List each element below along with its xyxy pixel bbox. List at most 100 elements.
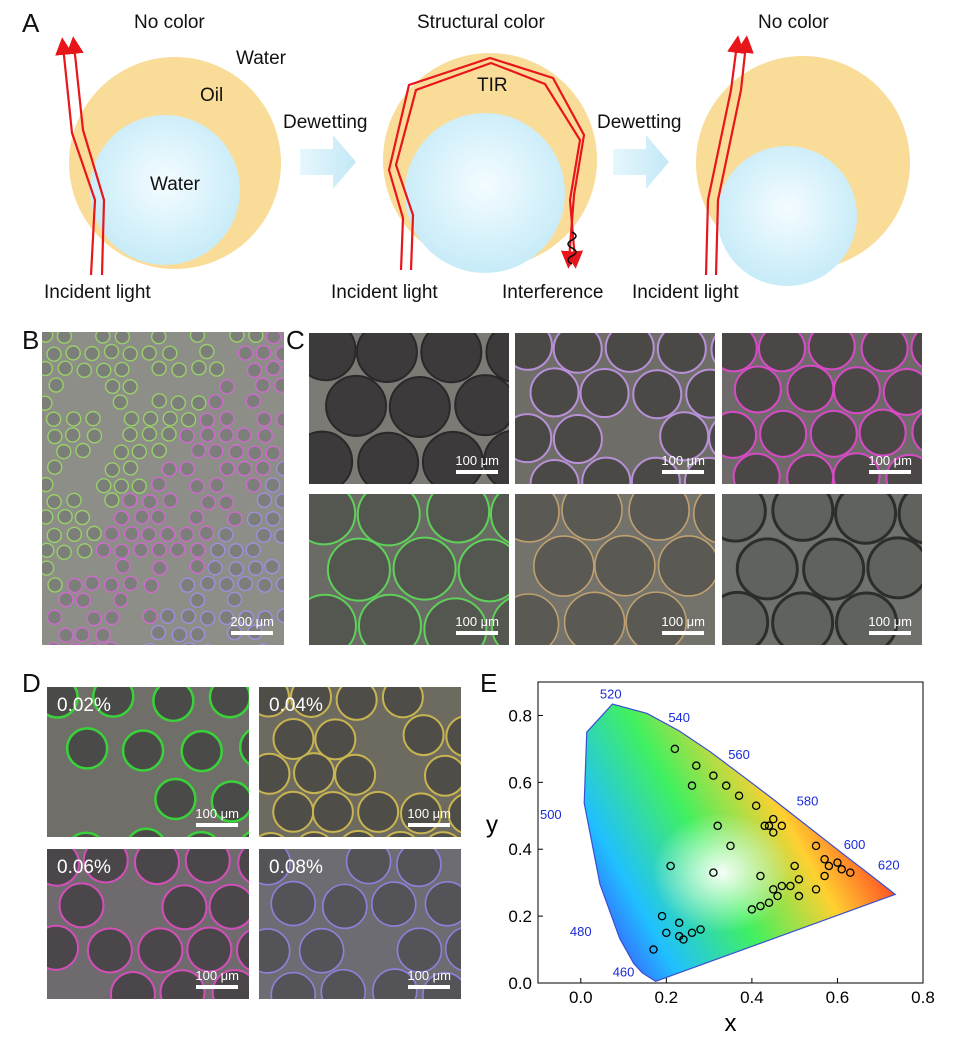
data-point <box>769 814 778 824</box>
data-point <box>734 791 744 800</box>
data-point <box>773 891 782 901</box>
water-core-left <box>90 115 240 265</box>
data-point <box>769 885 778 894</box>
a-right-title: No color <box>758 12 829 33</box>
data-point <box>687 928 697 938</box>
wavelength-label: 520 <box>600 687 622 702</box>
x-tick-label: 0.6 <box>826 988 850 1007</box>
panel-label-e: E <box>480 668 498 698</box>
a-middle-title: Structural color <box>417 12 545 33</box>
data-point <box>820 855 829 864</box>
data-point <box>769 828 778 837</box>
x-tick-label: 0.0 <box>569 988 593 1007</box>
data-point <box>764 821 774 831</box>
micrograph-c1: 100 μm <box>309 333 509 484</box>
data-point <box>674 918 684 928</box>
data-point <box>764 898 774 907</box>
wavelength-label: 540 <box>668 710 690 725</box>
a-left-oil: Oil <box>200 85 224 106</box>
a-middle-incident: Incident light <box>331 282 438 303</box>
micrograph-d1: 0.02% 100 μm <box>47 687 249 837</box>
panel-label-c: C <box>286 325 305 355</box>
data-point <box>790 861 799 871</box>
cie-chart: 0.0 0.2 0.4 0.6 0.8 0.0 0.2 0.4 0.6 0.8 x y 520 540 56… <box>486 681 935 1037</box>
wavelength-label: 560 <box>728 747 750 762</box>
a-right-incident: Incident light <box>632 282 739 303</box>
data-point <box>820 871 829 881</box>
y-axis-label: y <box>486 812 498 839</box>
data-point <box>657 911 667 921</box>
data-point <box>662 928 671 938</box>
x-tick-label: 0.8 <box>911 988 935 1007</box>
data-point <box>692 761 701 770</box>
a-left-water-outer: Water <box>236 48 286 69</box>
x-tick-label: 0.4 <box>740 988 764 1007</box>
micrograph-c2: 100 μm <box>515 333 715 484</box>
panel-label-d: D <box>22 668 41 698</box>
water-core-right <box>717 146 857 286</box>
micrograph-b: 200 μm <box>42 332 284 645</box>
data-point <box>709 771 718 780</box>
plot-frame <box>537 681 924 984</box>
data-point <box>756 901 765 911</box>
data-point <box>726 841 735 851</box>
a-arrow2-label: Dewetting <box>597 112 682 133</box>
micrograph-c5: 100 μm <box>515 494 715 645</box>
data-point <box>794 891 804 901</box>
x-axis-label: x <box>725 1010 737 1037</box>
micrograph-d4: 0.08% 100 μm <box>259 849 461 999</box>
data-point <box>674 931 684 941</box>
scale-bar-b: 200 μm <box>230 614 274 635</box>
y-tick-label: 0.8 <box>508 706 532 725</box>
wavelength-label: 620 <box>878 857 900 872</box>
data-point <box>756 871 765 881</box>
micrograph-d2: 0.04% 100 μm <box>259 687 461 837</box>
water-core-middle <box>405 113 565 273</box>
x-tick-label: 0.2 <box>655 988 679 1007</box>
micrograph-c3: 100 μm <box>722 333 922 484</box>
data-point <box>670 744 680 754</box>
a-middle-tir: TIR <box>477 75 508 96</box>
data-point <box>751 801 761 810</box>
data-point <box>777 881 787 891</box>
data-point <box>786 881 795 891</box>
dewetting-arrow-2 <box>613 135 669 189</box>
data-point <box>747 905 757 914</box>
data-point <box>777 821 787 831</box>
y-tick-label: 0.4 <box>508 840 532 859</box>
a-left-incident: Incident light <box>44 282 151 303</box>
panel-label-a: A <box>22 8 40 38</box>
a-left-water-inner: Water <box>150 174 200 195</box>
data-point <box>846 868 855 877</box>
data-point <box>811 841 821 851</box>
data-point <box>709 868 718 877</box>
panel-label-b: B <box>22 325 40 355</box>
data-point <box>760 821 769 831</box>
y-tick-label: 0.2 <box>508 907 532 926</box>
micrograph-d3: 0.06% 100 μm <box>47 849 249 999</box>
panel-a-schematic <box>55 35 910 286</box>
wavelength-label: 460 <box>613 964 635 979</box>
data-point <box>837 865 846 874</box>
data-point <box>649 945 658 954</box>
data-point <box>696 925 705 934</box>
wavelength-label: 480 <box>570 924 592 939</box>
data-point <box>824 861 834 871</box>
data-point <box>833 858 842 867</box>
data-point <box>721 781 731 790</box>
data-point <box>687 781 697 790</box>
white-point-glow <box>651 812 792 933</box>
y-tick-label: 0.6 <box>508 773 532 792</box>
wavelength-label: 600 <box>844 837 866 852</box>
micrograph-c6: 100 μm <box>722 494 922 645</box>
dewetting-arrow-1 <box>300 135 356 189</box>
micrograph-c4: 100 μm <box>309 494 509 645</box>
a-arrow1-label: Dewetting <box>283 112 368 133</box>
data-point <box>794 875 804 884</box>
a-middle-interference: Interference <box>502 282 604 303</box>
y-tick-label: 0.0 <box>508 974 532 993</box>
data-point <box>666 861 675 871</box>
wavelength-label: 500 <box>540 807 562 822</box>
a-left-title: No color <box>134 12 205 33</box>
data-point <box>811 885 821 894</box>
